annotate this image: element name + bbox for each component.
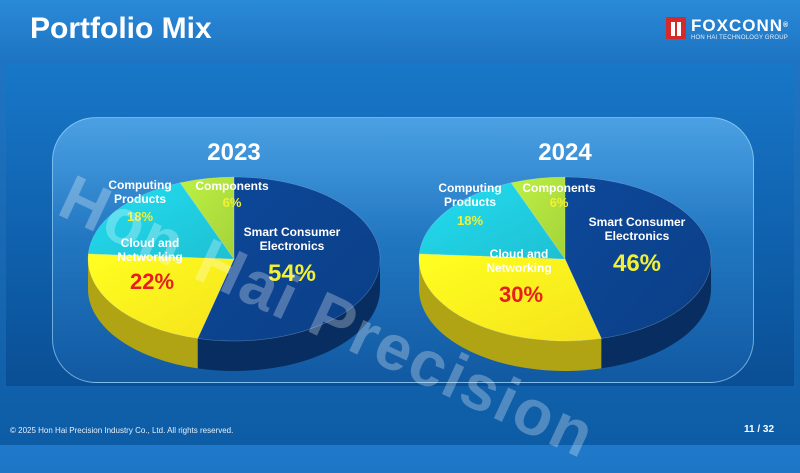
slice-label: Products [444, 195, 496, 209]
pie-slice-computing [87, 182, 235, 260]
foxconn-logo: FOXCONN® HON HAI TECHNOLOGY GROUP [666, 17, 789, 41]
slice-label: Components [522, 181, 596, 195]
page-number: 11 / 32 [744, 424, 775, 435]
slice-value-label: 46% [613, 250, 661, 277]
slice-label: Electronics [605, 229, 670, 243]
chart-title: 2023 [207, 139, 260, 166]
slice-value-label: 18% [127, 209, 153, 224]
slice-label: Computing [108, 178, 171, 192]
slice-label: Networking [117, 250, 182, 264]
header-bar: Portfolio Mix FOXCONN® HON HAI TECHNOLOG… [0, 0, 800, 60]
slice-value-label: 6% [223, 195, 242, 210]
pie-slice-components [510, 176, 566, 260]
slice-label: Smart Consumer [589, 215, 686, 229]
slice-label: Products [114, 192, 166, 206]
chart-title: 2024 [538, 139, 592, 166]
logo-name: FOXCONN® [691, 16, 790, 35]
slice-value-label: 18% [457, 213, 483, 228]
slice-value-label: 54% [268, 260, 316, 287]
footer-copyright: © 2025 Hon Hai Precision Industry Co., L… [10, 426, 234, 435]
foxconn-logo-icon [666, 17, 686, 39]
slice-label: Components [195, 179, 269, 193]
pie-slice-components [179, 176, 235, 260]
pie-side-smart_consumer [601, 259, 711, 369]
pie-side-cloud_networking [419, 259, 602, 371]
pie-slice-computing [418, 182, 566, 260]
slice-label: Computing [438, 181, 501, 195]
slice-label: Cloud and [121, 236, 180, 250]
pie-slice-smart_consumer [197, 176, 381, 342]
slice-label: Electronics [260, 239, 325, 253]
pie-side-cloud_networking [87, 259, 198, 369]
slice-value-label: 6% [550, 195, 569, 210]
pie-slice-cloud_networking [87, 253, 235, 339]
page-title: Portfolio Mix [30, 12, 212, 45]
logo-subtitle: HON HAI TECHNOLOGY GROUP [691, 35, 788, 41]
slice-label: Networking [486, 261, 551, 275]
pie-slice-cloud_networking [418, 253, 602, 342]
slice-label: Cloud and [490, 247, 549, 261]
pie-slice-smart_consumer [564, 176, 712, 339]
pie-side-smart_consumer [197, 259, 380, 372]
slice-value-label: 22% [130, 269, 174, 294]
slice-label: Smart Consumer [244, 225, 341, 239]
slice-value-label: 30% [499, 282, 543, 307]
